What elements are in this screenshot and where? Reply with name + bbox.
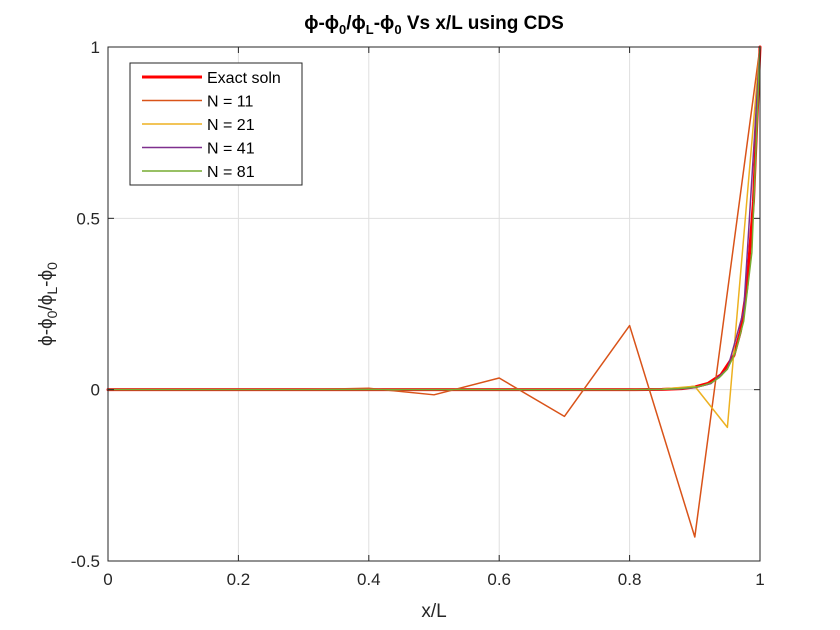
y-tick-label: 0.5 xyxy=(76,209,100,228)
plot-frame xyxy=(107,46,761,562)
x-tick-label: 0.6 xyxy=(487,570,511,589)
legend-label-n-41: N = 41 xyxy=(207,141,255,158)
y-axis-label: ϕ-ϕ0/ϕL-ϕ0 xyxy=(36,262,60,346)
legend-label-exact-soln: Exact soln xyxy=(207,70,281,87)
legend-label-n-81: N = 81 xyxy=(207,164,255,181)
y-tick-label: -0.5 xyxy=(71,552,100,571)
x-tick-label: 0 xyxy=(103,570,112,589)
legend-entries: Exact soln N = 11 N = 21 N = 41 N = 81 xyxy=(142,70,281,181)
x-tick-label: 0.8 xyxy=(618,570,642,589)
x-axis-label: x/L xyxy=(421,601,446,622)
y-tick-label: 0 xyxy=(91,381,100,400)
legend-label-n-11: N = 11 xyxy=(207,94,254,111)
series-lines xyxy=(106,45,762,538)
legend: Exact soln N = 11 N = 21 N = 41 N = 81 xyxy=(129,62,303,186)
x-tick-label: 0.4 xyxy=(357,570,381,589)
x-tick-label: 0.2 xyxy=(227,570,251,589)
series-line-n-81 xyxy=(107,46,761,391)
y-tick-label: 1 xyxy=(91,38,100,57)
tick-labels: 0 0.2 0.4 0.6 0.8 1-0.500.51 xyxy=(71,38,765,589)
legend-label-n-21: N = 21 xyxy=(207,117,255,134)
x-tick-label: 1 xyxy=(755,570,764,589)
chart-title: ϕ-ϕ0/ϕL-ϕ0 Vs x/L using CDS xyxy=(304,13,564,37)
